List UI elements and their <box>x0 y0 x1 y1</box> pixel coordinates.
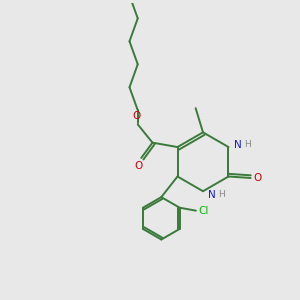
Text: O: O <box>132 111 140 121</box>
Text: H: H <box>218 190 225 199</box>
Text: N: N <box>208 190 216 200</box>
Text: O: O <box>135 161 143 172</box>
Text: N: N <box>234 140 242 150</box>
Text: Cl: Cl <box>198 206 208 216</box>
Text: O: O <box>253 173 261 183</box>
Text: H: H <box>244 140 250 149</box>
